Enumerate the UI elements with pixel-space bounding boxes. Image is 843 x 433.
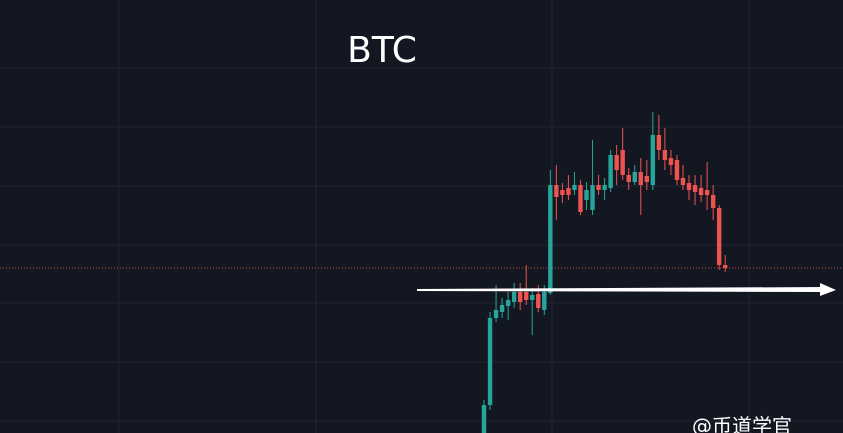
chart-title: BTC	[347, 30, 417, 71]
candle-body	[704, 190, 710, 195]
candle-body	[511, 292, 517, 302]
arrow-head	[820, 283, 836, 296]
candle-body	[560, 190, 565, 195]
candle-body	[608, 155, 613, 188]
candle-body	[542, 292, 547, 310]
arrow-shaft	[417, 287, 826, 292]
candle-body	[536, 294, 541, 308]
candle-body	[620, 150, 625, 175]
candle-body	[632, 172, 637, 182]
candle-body	[584, 190, 589, 200]
candle-body	[596, 185, 601, 190]
candle-body	[590, 185, 595, 210]
candle-body	[614, 155, 619, 170]
candle-body	[626, 175, 631, 182]
candle-body	[686, 183, 692, 190]
candle-body	[487, 318, 493, 405]
candle-body	[674, 160, 680, 180]
candle-body	[505, 300, 511, 306]
candle-body	[638, 172, 643, 185]
candle-body	[554, 185, 559, 197]
candle-body	[578, 185, 583, 212]
candle-body	[481, 405, 487, 433]
candle-body	[662, 150, 668, 160]
watermark: @币道学官	[692, 414, 792, 433]
candle-body	[530, 295, 535, 300]
candle-body	[716, 208, 722, 265]
candle-body	[656, 135, 662, 150]
candle-body	[668, 158, 674, 165]
candle-body	[572, 185, 577, 190]
candle-body	[723, 265, 728, 268]
candle-body	[548, 185, 553, 293]
candle-body	[517, 292, 523, 302]
annotation-arrow	[417, 283, 836, 296]
candle-body	[524, 292, 529, 300]
candle-body	[566, 188, 571, 195]
candle-body	[692, 185, 698, 192]
candle-body	[602, 185, 607, 190]
candle-body	[650, 135, 656, 185]
candle-body	[493, 310, 499, 318]
candle-body	[499, 305, 505, 312]
candle-body	[644, 176, 650, 182]
candle-body	[710, 195, 716, 208]
candle-body	[698, 188, 704, 195]
candle-body	[680, 178, 686, 185]
candles	[0, 112, 843, 433]
